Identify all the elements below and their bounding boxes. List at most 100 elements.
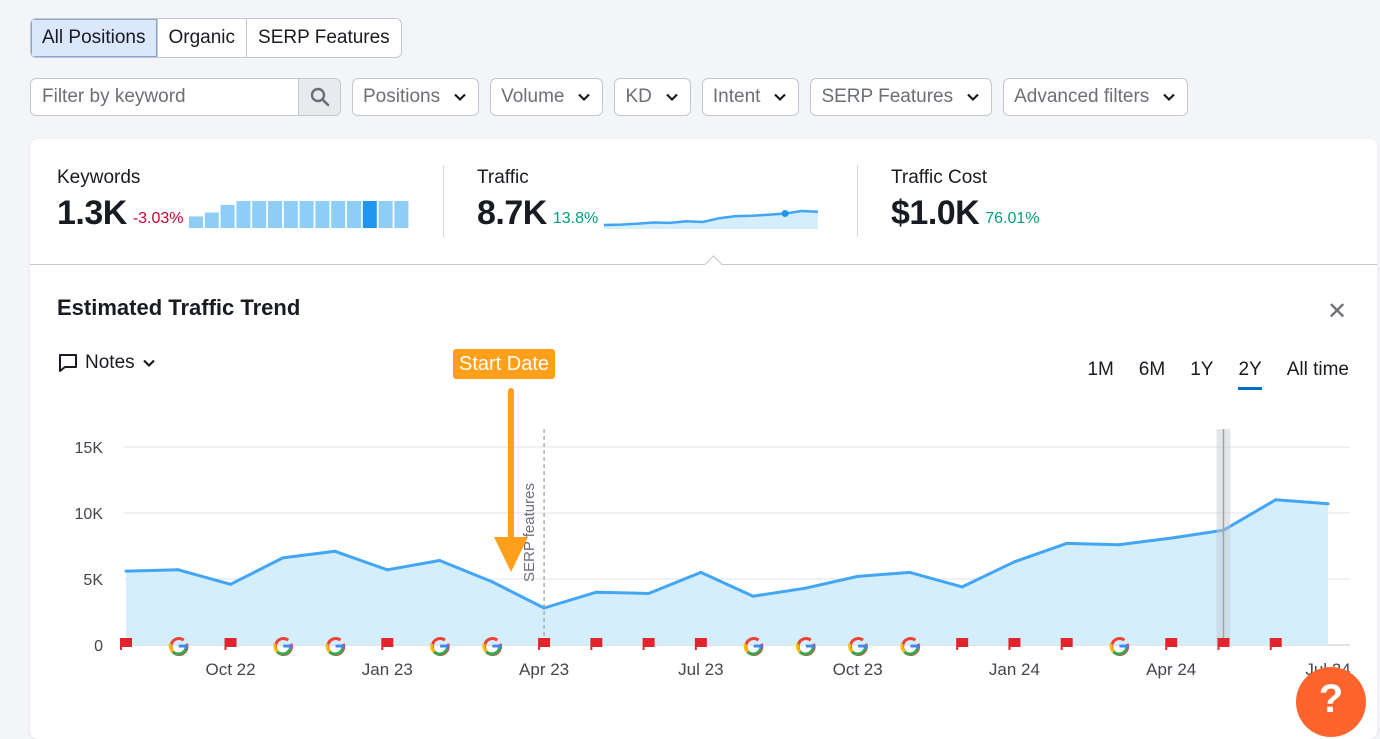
data-point[interactable] (281, 556, 285, 560)
keywords-spark-bar (314, 201, 329, 228)
chart-area (124, 498, 1330, 645)
data-point[interactable] (1169, 536, 1173, 540)
flag-icon[interactable] (1008, 638, 1021, 650)
data-point[interactable] (803, 586, 807, 590)
close-trend-button[interactable]: ✕ (1327, 297, 1347, 326)
data-point[interactable] (1117, 543, 1121, 547)
data-point[interactable] (856, 574, 860, 578)
data-point[interactable] (751, 594, 755, 598)
flag-icon[interactable] (1269, 638, 1282, 650)
data-point[interactable] (908, 570, 912, 574)
tab-serp-features[interactable]: SERP Features (246, 19, 401, 57)
traffic-line (125, 498, 1329, 610)
kd-filter-label: KD (625, 86, 652, 107)
x-tick-label: Oct 22 (205, 660, 255, 679)
range-all-time[interactable]: All time (1286, 359, 1349, 380)
metric-divider (857, 165, 858, 237)
search-button[interactable] (298, 79, 340, 115)
keywords-spark-bar (393, 201, 408, 228)
serp-features-filter-label: SERP Features (821, 86, 954, 107)
positions-filter[interactable]: Positions (352, 78, 480, 116)
chevron-down-icon (142, 359, 155, 368)
data-point[interactable] (1274, 498, 1278, 502)
x-tick-label: Jul 23 (678, 660, 723, 679)
flag-icon[interactable] (590, 638, 603, 650)
intent-filter[interactable]: Intent (701, 78, 800, 116)
chevron-down-icon (774, 93, 787, 102)
data-point[interactable] (124, 569, 128, 573)
flag-icon[interactable] (642, 638, 655, 650)
keywords-value: 1.3K (57, 194, 127, 232)
x-tick-label: Jan 24 (989, 660, 1040, 679)
card-separator (30, 264, 1377, 265)
close-icon: ✕ (1327, 298, 1348, 325)
data-point[interactable] (1065, 541, 1069, 545)
data-point[interactable] (960, 585, 964, 589)
data-point[interactable] (385, 568, 389, 572)
tab-all-positions[interactable]: All Positions (31, 19, 157, 57)
help-button[interactable]: ? (1296, 667, 1366, 737)
chevron-down-icon (967, 93, 979, 102)
traffic-cost-value: $1.0K (891, 194, 980, 232)
start-date-arrowhead (494, 537, 528, 572)
data-point[interactable] (438, 559, 442, 563)
keywords-spark-bar (235, 201, 250, 228)
traffic-area (126, 499, 1328, 645)
notes-label: Notes (85, 352, 135, 373)
keywords-spark-bar (362, 201, 377, 228)
kd-filter[interactable]: KD (614, 78, 691, 116)
data-point[interactable] (1012, 560, 1016, 564)
flag-icon[interactable] (224, 638, 237, 650)
serp-features-filter[interactable]: SERP Features (810, 78, 993, 116)
traffic-delta: 13.8% (552, 210, 599, 227)
filter-bar: Positions Volume KD Intent SERP Features… (30, 78, 1189, 116)
tab-organic[interactable]: Organic (156, 19, 247, 57)
y-tick-label: 15K (75, 440, 104, 457)
y-tick-label: 10K (75, 506, 104, 523)
notes-dropdown[interactable]: Notes (57, 352, 157, 374)
flag-icon[interactable] (381, 638, 394, 650)
data-point[interactable] (1326, 502, 1330, 506)
flag-icon[interactable] (1165, 638, 1178, 650)
chevron-down-icon (1163, 93, 1176, 102)
data-point[interactable] (542, 606, 546, 610)
data-point[interactable] (176, 568, 180, 572)
keywords-spark-bar (188, 216, 203, 228)
traffic-metric[interactable]: Traffic 8.7K 13.8% (477, 167, 820, 231)
traffic-cost-label: Traffic Cost (891, 167, 988, 188)
data-point[interactable] (333, 549, 337, 553)
traffic-cost-metric[interactable]: Traffic Cost $1.0K 76.01% (891, 167, 1040, 231)
data-point[interactable] (699, 570, 703, 574)
data-point[interactable] (647, 592, 651, 596)
keyword-filter-input[interactable] (31, 79, 298, 115)
traffic-trend-chart[interactable]: SERP features 0 5K 10K 15K Oct 22 Jan 23 Apr 2… (0, 0, 1380, 703)
range-1y[interactable]: 1Y (1190, 359, 1214, 380)
traffic-value: 8.7K (477, 194, 547, 232)
range-1m[interactable]: 1M (1087, 359, 1114, 380)
flag-icon[interactable] (538, 638, 551, 650)
serp-features-label: SERP features (521, 483, 538, 582)
keywords-spark-bar (267, 201, 282, 228)
keywords-spark-bar (220, 204, 235, 228)
flag-icon[interactable] (1060, 638, 1073, 650)
y-tick-label: 0 (94, 638, 103, 655)
flag-icon[interactable] (1217, 638, 1230, 650)
data-point[interactable] (594, 590, 598, 594)
flag-icon[interactable] (956, 638, 969, 650)
start-date-badge: Start Date (453, 349, 556, 379)
metric-divider (443, 165, 444, 237)
range-6m[interactable]: 6M (1138, 359, 1166, 380)
advanced-filters[interactable]: Advanced filters (1003, 78, 1189, 116)
keywords-metric[interactable]: Keywords 1.3K -3.03% (57, 167, 411, 231)
data-point[interactable] (229, 582, 233, 586)
range-2y[interactable]: 2Y (1238, 359, 1262, 390)
keywords-sparkline (188, 201, 408, 228)
volume-filter[interactable]: Volume (490, 78, 604, 116)
volume-filter-label: Volume (501, 86, 565, 107)
flag-icon[interactable] (120, 638, 132, 650)
data-point[interactable] (490, 580, 494, 584)
flag-icon[interactable] (694, 638, 707, 650)
y-tick-label: 5K (83, 572, 103, 589)
traffic-spark-point (781, 210, 789, 218)
keywords-spark-bar (330, 201, 345, 228)
